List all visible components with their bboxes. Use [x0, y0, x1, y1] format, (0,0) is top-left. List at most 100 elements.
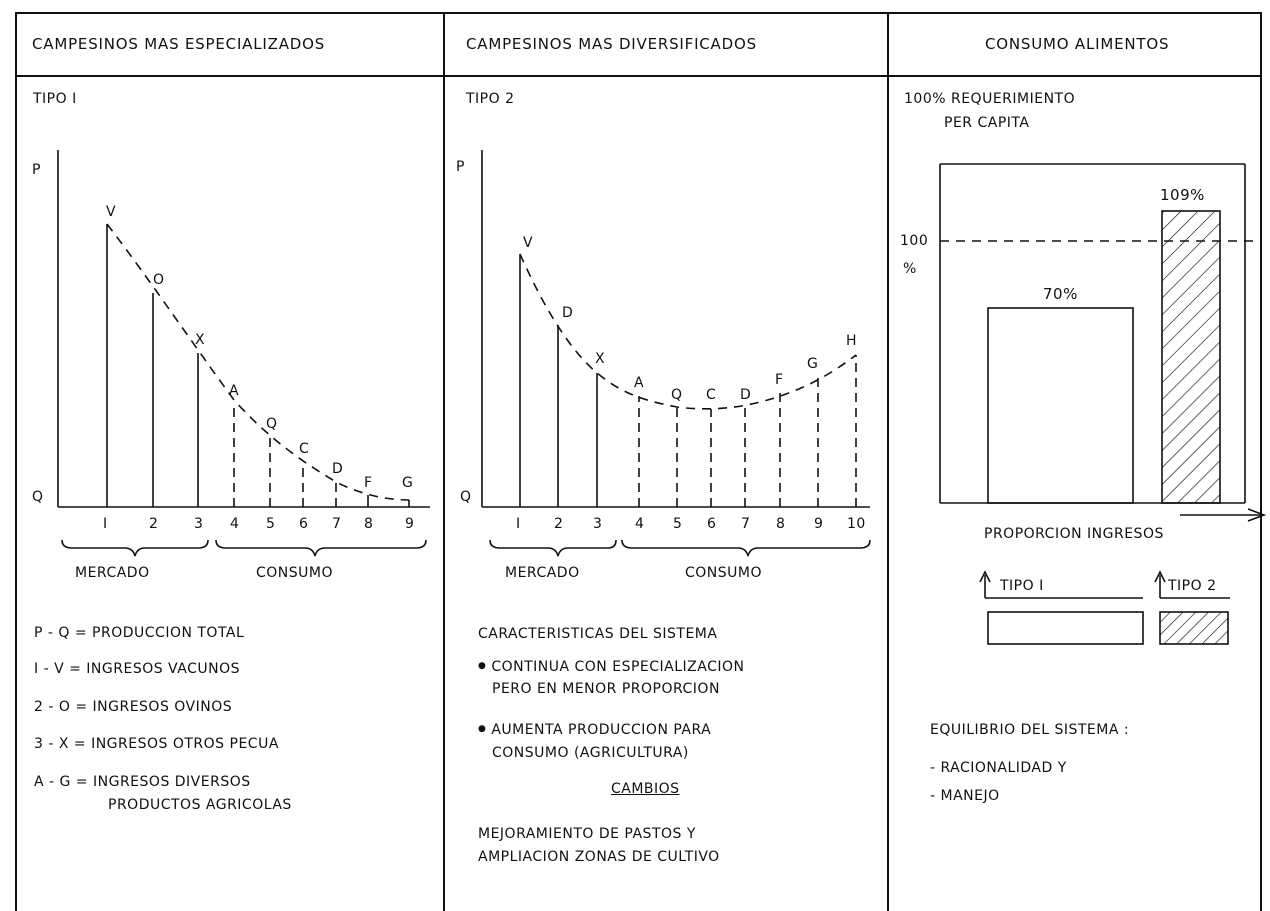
chart1-point-label: D — [332, 461, 344, 477]
tipo1-label: TIPO I — [33, 91, 77, 107]
chart1-point-label: X — [195, 332, 206, 348]
header-divider — [15, 75, 1262, 77]
chart1-point-label: V — [106, 204, 117, 220]
legend1-item: I - V = INGRESOS VACUNOS — [34, 661, 240, 677]
bullet-2-line-a: AUMENTA PRODUCCION PARA — [491, 722, 712, 738]
chart1-x-tick: 8 — [364, 516, 374, 532]
chart3-x-label: PROPORCION INGRESOS — [984, 526, 1164, 542]
chart2-x-tick: 4 — [635, 516, 645, 532]
chart2-axis-q: Q — [460, 489, 472, 505]
chart3-bar-tipo1 — [987, 307, 1134, 504]
chart2-axis-p: P — [456, 159, 465, 175]
chart2-x-tick: I — [516, 516, 521, 532]
chart1-x-tick: 7 — [332, 516, 342, 532]
bullet-1: ● CONTINUA CON ESPECIALIZACION — [478, 660, 744, 674]
legend1-item: P - Q = PRODUCCION TOTAL — [34, 625, 245, 641]
chart2-point-label: Q — [671, 387, 683, 403]
legend1-item: A - G = INGRESOS DIVERSOS — [34, 774, 251, 790]
chart2-x-tick: 6 — [707, 516, 717, 532]
chart3-arrow-head — [1247, 508, 1267, 522]
legend-tipo2-arrow — [1154, 570, 1166, 583]
bullet-icon: ● — [478, 724, 487, 734]
chart1-x-tick: 3 — [194, 516, 204, 532]
chart2-bracket-consumo — [621, 539, 871, 557]
legend1-item: 2 - O = INGRESOS OVINOS — [34, 699, 233, 715]
chart2-point-label: F — [775, 372, 784, 388]
chart2-x-tick: 10 — [847, 516, 866, 532]
chart1-x-tick: I — [103, 516, 108, 532]
chart2-point-label: H — [846, 333, 858, 349]
column-divider-1 — [443, 12, 445, 911]
chart1-x-tick: 6 — [299, 516, 309, 532]
chart1-point-label: G — [402, 475, 414, 491]
chart3-y-label-pct: % — [903, 261, 917, 277]
chart2-point-label: C — [706, 387, 717, 403]
header-consumo-alimentos: CONSUMO ALIMENTOS — [985, 35, 1170, 53]
chart1-x-tick: 5 — [266, 516, 276, 532]
chart1-mercado-label: MERCADO — [75, 565, 150, 581]
chart2-mercado-label: MERCADO — [505, 565, 580, 581]
chart1-bracket-mercado — [61, 539, 209, 557]
bullet-2-line-b: CONSUMO (AGRICULTURA) — [492, 745, 689, 761]
mejoramiento-line-a: MEJORAMIENTO DE PASTOS Y — [478, 826, 696, 842]
legend-tipo1-swatch — [987, 611, 1144, 645]
chart1-point-label: O — [153, 272, 165, 288]
chart1-axis-q: Q — [32, 489, 44, 505]
requerimiento-label: 100% REQUERIMIENTO — [904, 91, 1076, 107]
chart1-point-label: Q — [266, 416, 278, 432]
bullet-2: ● AUMENTA PRODUCCION PARA — [478, 723, 711, 737]
chart1-bracket-consumo — [215, 539, 427, 557]
chart2-point-label: X — [595, 351, 606, 367]
chart1-point-label: F — [364, 475, 373, 491]
chart2-bracket-mercado — [489, 539, 617, 557]
bullet-1-line-a: CONTINUA CON ESPECIALIZACION — [491, 659, 745, 675]
header-diversificados: CAMPESINOS MAS DIVERSIFICADOS — [466, 35, 757, 53]
chart1-x-tick: 4 — [230, 516, 240, 532]
legend-tipo1-arrow — [979, 570, 991, 583]
equilibrio-item-2: - MANEJO — [930, 788, 1000, 804]
chart2-point-label: D — [562, 305, 574, 321]
chart1-curve — [106, 223, 410, 501]
legend-tipo2-label: TIPO 2 — [1168, 578, 1217, 594]
chart1-axis-p: P — [32, 162, 41, 178]
chart1-point-label: A — [229, 383, 240, 399]
chart2-x-tick: 3 — [593, 516, 603, 532]
chart2-point-label: G — [807, 356, 819, 372]
chart2-x-tick: 7 — [741, 516, 751, 532]
chart1-x-tick: 2 — [149, 516, 159, 532]
chart2-x-tick: 2 — [554, 516, 564, 532]
mejoramiento-line-b: AMPLIACION ZONAS DE CULTIVO — [478, 849, 720, 865]
chart3-y-label-100: 100 — [900, 233, 929, 249]
caracteristicas-heading: CARACTERISTICAS DEL SISTEMA — [478, 626, 718, 642]
chart1-consumo-label: CONSUMO — [256, 565, 333, 581]
chart2-x-tick: 9 — [814, 516, 824, 532]
chart2-curve — [519, 253, 857, 410]
header-especializados: CAMPESINOS MAS ESPECIALIZADOS — [32, 35, 326, 53]
equilibrio-heading: EQUILIBRIO DEL SISTEMA : — [930, 722, 1130, 738]
chart1-x-tick: 9 — [405, 516, 415, 532]
chart2-x-tick: 8 — [776, 516, 786, 532]
chart2-consumo-label: CONSUMO — [685, 565, 762, 581]
chart2-point-label: A — [634, 375, 645, 391]
chart3-bar-tipo2 — [1161, 210, 1221, 504]
tipo2-label: TIPO 2 — [466, 91, 515, 107]
table-frame — [15, 12, 1262, 911]
legend-tipo1-label: TIPO I — [1000, 578, 1044, 594]
column-divider-2 — [887, 12, 889, 911]
cambios-heading: CAMBIOS — [611, 781, 680, 797]
legend1-item: PRODUCTOS AGRICOLAS — [108, 797, 292, 813]
bullet-icon: ● — [478, 661, 487, 671]
chart2-x-tick: 5 — [673, 516, 683, 532]
legend-tipo2-swatch — [1159, 611, 1229, 645]
chart1-point-label: C — [299, 441, 310, 457]
chart3-bar2-label: 109% — [1160, 186, 1205, 204]
legend1-item: 3 - X = INGRESOS OTROS PECUA — [34, 736, 279, 752]
chart2-point-label: V — [523, 235, 534, 251]
bullet-1-line-b: PERO EN MENOR PROPORCION — [492, 681, 720, 697]
per-capita-label: PER CAPITA — [944, 115, 1030, 131]
equilibrio-item-1: - RACIONALIDAD Y — [930, 760, 1067, 776]
chart2-point-label: D — [740, 387, 752, 403]
